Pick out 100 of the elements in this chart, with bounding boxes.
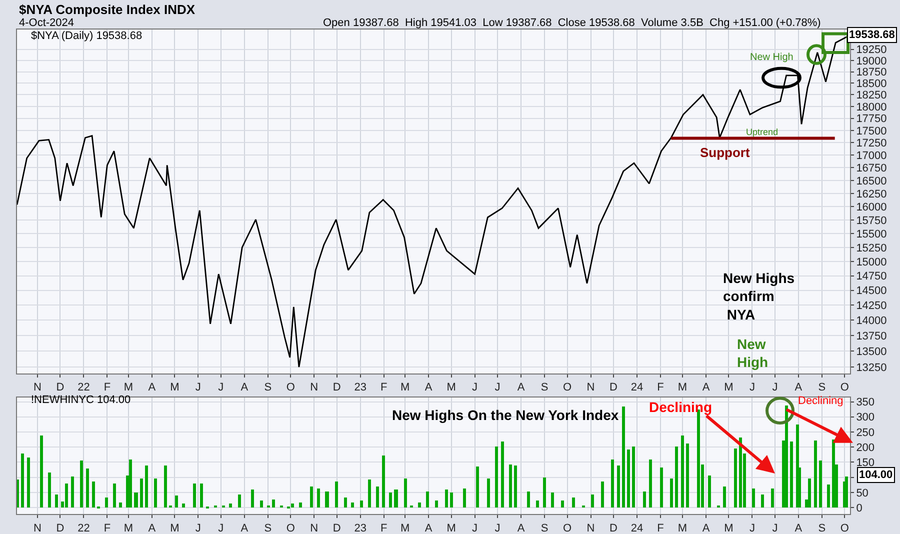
x-tick-label: 22 [78, 522, 90, 534]
x-tick-label: J [749, 522, 755, 534]
x-tick-label: A [240, 522, 249, 534]
x-tick-label: S [540, 382, 548, 394]
x-tick-label: A [517, 522, 526, 534]
x-tick-label: F [657, 382, 664, 394]
y-tick-label: 18000 [856, 101, 887, 114]
y-tick-label: 17500 [856, 125, 887, 138]
x-tick-label: J [218, 382, 224, 394]
x-tick-label: M [724, 522, 734, 534]
y-tick-label: 14500 [856, 285, 887, 298]
x-tick-label: A [702, 522, 710, 534]
x-tick-label: O [563, 382, 572, 394]
annotation: New High [750, 52, 794, 63]
y-tick-label: 15250 [856, 242, 887, 254]
annotation: Declining [649, 399, 712, 415]
y-tick-label: 13750 [856, 330, 887, 342]
x-tick-label: N [586, 522, 595, 534]
y-tick-label: 16500 [856, 175, 887, 188]
y-tick-label: 150 [856, 457, 875, 470]
x-tick-label: J [494, 522, 500, 534]
x-tick-label: A [240, 382, 249, 394]
x-tick-label: O [840, 382, 850, 394]
x-tick-label: J [218, 522, 224, 534]
y-tick-label: 300 [856, 412, 875, 424]
y-tick-label: 18500 [856, 78, 887, 90]
chart-title: $NYA Composite Index INDX [19, 2, 196, 17]
y-tick-label: 14750 [856, 270, 887, 283]
chart-subtitle: 4-Oct-2024 [19, 17, 74, 29]
x-tick-label: F [104, 382, 111, 394]
x-tick-label: 23 [354, 522, 366, 534]
x-tick-label: S [264, 522, 272, 534]
y-tick-label: 14250 [856, 300, 887, 312]
annotation: Uptrend [746, 127, 778, 137]
x-tick-label: F [380, 522, 388, 534]
x-tick-label: M [170, 382, 180, 394]
x-tick-label: O [563, 522, 572, 534]
x-tick-label: O [286, 522, 296, 534]
x-tick-label: J [749, 382, 755, 394]
x-tick-label: 24 [630, 382, 644, 394]
x-tick-label: A [517, 382, 526, 394]
x-tick-label: A [148, 522, 156, 534]
x-tick-label: A [794, 382, 803, 394]
annotation: New Highs confirm NYA [723, 270, 795, 322]
x-tick-label: J [772, 382, 778, 394]
x-tick-label: S [264, 382, 272, 394]
x-tick-label: N [586, 382, 595, 394]
annotation: !NEWHINYC 104.00 [31, 394, 131, 406]
x-tick-label: M [678, 522, 688, 534]
y-tick-label: 18750 [856, 66, 887, 79]
y-tick-label: 15000 [856, 256, 887, 268]
annotation: Declining [798, 395, 844, 407]
x-tick-label: N [33, 522, 42, 534]
x-tick-label: M [446, 382, 456, 394]
x-tick-label: M [678, 382, 688, 394]
y-tick-label: 17000 [856, 150, 887, 162]
text: 104.00 [859, 469, 893, 481]
y-tick-label: 19250 [856, 44, 887, 56]
y-tick-label: 15750 [856, 214, 887, 227]
x-tick-label: 23 [354, 382, 366, 394]
x-tick-label: D [56, 382, 64, 394]
annotation: Support [700, 145, 750, 160]
y-tick-label: 50 [856, 487, 868, 500]
y-tick-label: 18250 [856, 90, 887, 102]
y-tick-label: 16000 [856, 202, 887, 214]
x-tick-label: S [540, 522, 548, 534]
annotation: 19538.68 [849, 29, 895, 41]
x-tick-label: J [772, 522, 778, 534]
x-tick-label: N [310, 382, 318, 394]
x-tick-label: S [818, 382, 826, 394]
x-tick-label: M [724, 382, 734, 394]
x-tick-label: F [380, 382, 388, 394]
x-tick-label: O [286, 382, 296, 394]
x-tick-label: 22 [78, 382, 90, 394]
x-tick-label: O [840, 522, 850, 534]
x-tick-label: J [472, 382, 478, 394]
y-tick-label: 0 [856, 502, 862, 514]
x-tick-label: M [400, 382, 410, 394]
x-tick-label: J [195, 382, 201, 394]
annotation: $NYA (Daily) 19538.68 [31, 30, 142, 42]
text: Open 19387.68 High 19541.03 Low 19387.68 Close 19538.68 Volume 3.5B Chg +151.00 (+0.78%) [323, 17, 821, 29]
x-tick-label: M [170, 522, 180, 534]
x-tick-label: J [195, 522, 201, 534]
x-tick-label: M [124, 382, 134, 394]
x-tick-label: D [56, 522, 64, 534]
annotation: New Highs On the New York Index [392, 407, 619, 423]
x-tick-label: A [424, 382, 433, 394]
x-tick-label: F [657, 522, 664, 534]
y-tick-label: 200 [856, 442, 875, 454]
x-tick-label: D [332, 382, 341, 394]
annotation: New High [737, 336, 768, 370]
x-tick-label: M [400, 522, 410, 534]
x-tick-label: N [33, 382, 42, 394]
y-tick-label: 19000 [856, 55, 887, 68]
x-tick-label: M [124, 522, 134, 534]
x-tick-label: J [472, 522, 478, 534]
x-tick-label: S [818, 522, 826, 534]
x-tick-label: M [446, 522, 456, 534]
y-tick-label: 16750 [856, 162, 887, 175]
x-tick-label: D [610, 522, 618, 534]
